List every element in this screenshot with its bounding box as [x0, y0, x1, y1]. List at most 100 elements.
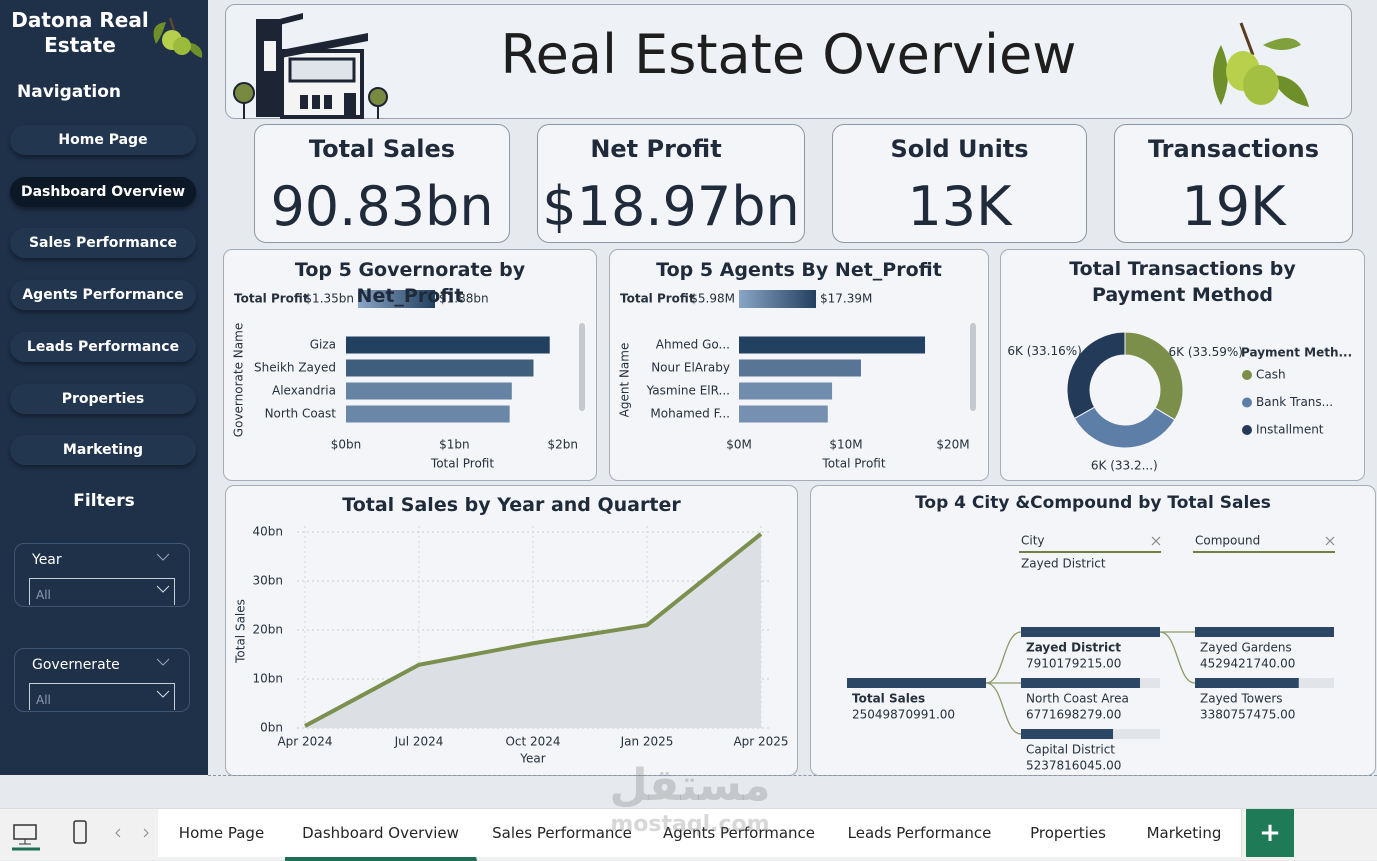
filter-dropdown[interactable]: All [29, 578, 175, 605]
node-value: 5237816045.00 [1026, 759, 1121, 773]
chart-panel: Total Profit $5.98M $17.39M Ahmed Go... Nour… [609, 249, 989, 481]
kpi-label: Sold Units [890, 135, 1029, 163]
house-icon [233, 13, 388, 119]
bar [1195, 678, 1299, 688]
bar [346, 359, 534, 377]
kpi-card: Transactions 19K [1114, 124, 1353, 243]
level-selection: Zayed District [1021, 557, 1106, 571]
bar [346, 336, 550, 354]
kpi-card: Sold Units 13K [832, 124, 1087, 243]
x-axis-label: Year [519, 752, 545, 766]
node-value: 3380757475.00 [1200, 708, 1295, 722]
bar [1195, 627, 1334, 637]
view-icons [12, 820, 149, 851]
clear-icon [1151, 536, 1161, 546]
y-tick-label: 0bn [260, 721, 283, 735]
legend-gradient [358, 290, 435, 308]
scrollbar [579, 323, 585, 411]
node-label: Zayed Gardens [1200, 641, 1292, 655]
brand: Datona Real Estate [11, 8, 149, 57]
bar [739, 405, 828, 423]
nav-button[interactable]: Dashboard Overview [10, 176, 196, 207]
chart: 6K (33.59%) Cash 6K (33.2...) Bank Trans...… [1007, 331, 1352, 472]
page-tab[interactable]: Dashboard Overview [285, 809, 477, 861]
chart-panel: City Zayed District Compound Total Sales 250… [810, 485, 1376, 776]
filters-title: Filters [73, 491, 135, 511]
chart: 0bn 10bn 20bn 30bn 40bn Apr 2024 Jul 2024 Oct 2… [234, 525, 789, 766]
nav-button[interactable]: Home Page [10, 125, 196, 155]
category-label: Yasmine ElR... [646, 384, 730, 398]
bar [1021, 678, 1140, 688]
category-label: Mohamed F... [650, 407, 730, 421]
nav-button[interactable]: Properties [10, 383, 196, 414]
level-header: Compound [1195, 534, 1260, 548]
bar [1021, 729, 1114, 739]
page-tab[interactable]: Properties [1009, 809, 1128, 857]
data-label: 6K (33.59%) [1169, 345, 1243, 359]
area-fill [305, 533, 761, 728]
olive-icon [153, 17, 203, 58]
kpi-label: Net Profit [590, 135, 722, 163]
legend-title: Total Profit [620, 292, 695, 306]
bar [346, 405, 510, 423]
page-tab[interactable]: Agents Performance [648, 809, 831, 857]
level-header: City [1021, 534, 1045, 548]
category-label: Ahmed Go... [656, 338, 730, 352]
chevrons [156, 658, 170, 698]
y-axis-label: Agent Name [618, 343, 632, 418]
node-label: Total Sales [852, 692, 925, 706]
category-label: Sheikh Zayed [254, 361, 336, 375]
node-value: 7910179215.00 [1026, 657, 1121, 671]
page-tab[interactable]: Sales Performance [476, 809, 649, 857]
nav-button[interactable]: Agents Performance [10, 280, 196, 311]
add-page-button[interactable]: + [1246, 809, 1294, 857]
connector [985, 631, 1022, 684]
nav-button[interactable]: Leads Performance [10, 331, 196, 362]
node-label: North Coast Area [1026, 692, 1129, 706]
page-tab[interactable]: Marketing [1127, 809, 1242, 857]
filter-label: Year [32, 552, 62, 568]
legend-label: Installment [1256, 423, 1324, 437]
donut-slice [1073, 406, 1176, 449]
chart-title: Top 5 Agents By Net_Profit [656, 259, 942, 281]
filter-dropdown[interactable]: All [29, 683, 175, 710]
chart-title: Top 5 Governorate by Net_Profit [294, 259, 526, 307]
x-axis-label: Total Profit [430, 457, 494, 471]
kpi-card: Net Profit $18.97bn [537, 124, 805, 243]
x-tick-label: $10M [829, 438, 862, 452]
legend-max: $1.88bn [439, 292, 489, 306]
chart-panel: 0bn 10bn 20bn 30bn 40bn Apr 2024 Jul 2024 Oct 2… [225, 485, 798, 776]
connector [1159, 631, 1196, 684]
bar [1021, 627, 1160, 637]
donut-slice [1124, 331, 1184, 421]
nav-button[interactable]: Marketing [10, 435, 196, 466]
clear-icon [1325, 536, 1335, 546]
legend-label: Cash [1256, 368, 1286, 382]
legend-max: $17.39M [820, 292, 872, 306]
node-label: Zayed Towers [1200, 692, 1283, 706]
page-tab[interactable]: Home Page [158, 809, 286, 857]
data-label: 6K (33.16%) [1007, 344, 1081, 358]
kpi-value: 13K [907, 175, 1012, 238]
divider [208, 775, 1377, 776]
y-tick-label: 40bn [253, 525, 284, 539]
node-value: 6771698279.00 [1026, 708, 1121, 722]
nav-title: Navigation [17, 82, 121, 102]
bar [739, 336, 926, 354]
legend-dot [1242, 370, 1252, 380]
kpi-label: Total Sales [308, 135, 456, 163]
node-value: 25049870991.00 [852, 708, 955, 722]
chart: City Zayed District Compound Total Sales 250… [847, 534, 1335, 773]
x-tick-label: $0M [726, 438, 752, 452]
legend-dot [1242, 397, 1252, 408]
x-tick-label: Oct 2024 [505, 735, 560, 749]
sidebar: Datona Real Estate Navigation Filters Ho… [0, 0, 208, 775]
y-tick-label: 10bn [253, 672, 284, 686]
page-tab[interactable]: Leads Performance [830, 809, 1010, 857]
legend-label: Bank Trans... [1256, 395, 1333, 409]
legend-gradient [739, 290, 816, 308]
connector [985, 682, 1022, 735]
nav-button[interactable]: Sales Performance [10, 228, 196, 259]
